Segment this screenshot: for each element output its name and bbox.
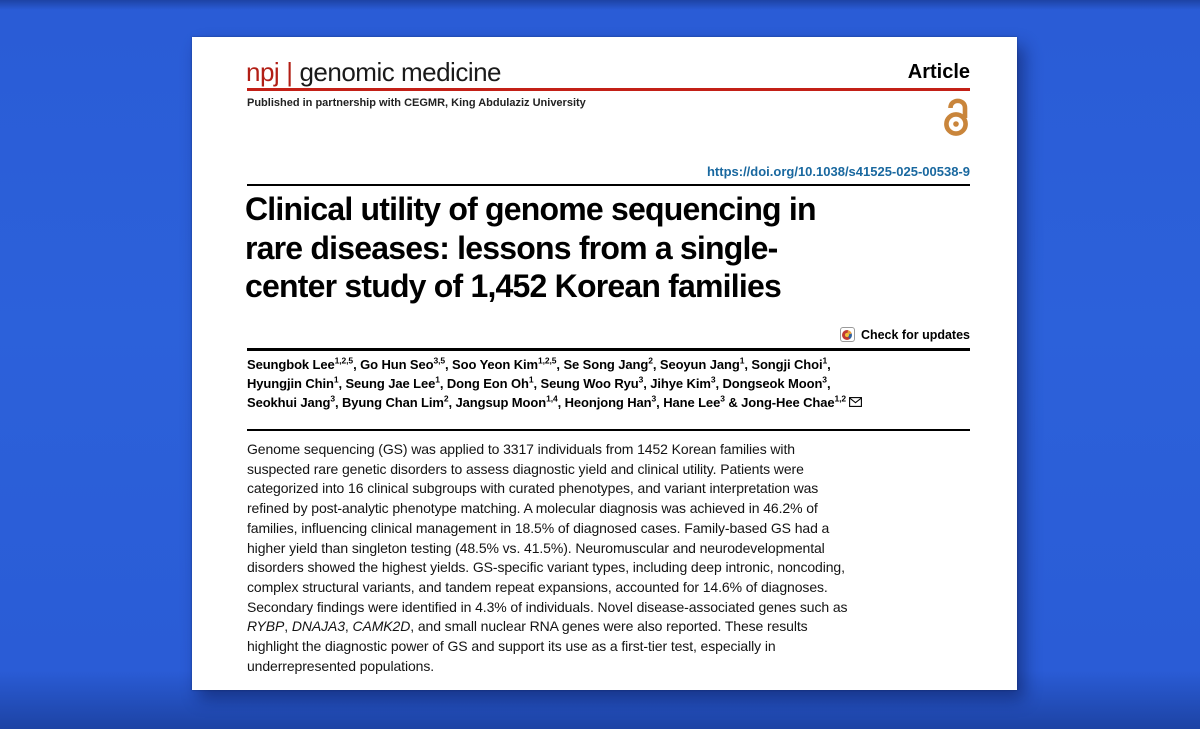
abstract-line: higher yield than singleton testing (48.… bbox=[247, 539, 825, 556]
abstract-line: underrepresented populations. bbox=[247, 657, 435, 674]
author-line: Seungbok Lee1,2,5, Go Hun Seo3,5, Soo Ye… bbox=[247, 355, 831, 372]
crossmark-icon bbox=[839, 327, 855, 342]
journal-brand: npj bbox=[246, 57, 280, 87]
partnership-note: Published in partnership with CEGMR, Kin… bbox=[247, 97, 586, 109]
authors-top-divider bbox=[247, 348, 970, 351]
abstract-line: Secondary findings were identified in 4.… bbox=[247, 598, 848, 615]
check-for-updates-label: Check for updates bbox=[860, 327, 970, 342]
article-title-line: center study of 1,452 Korean families bbox=[245, 268, 782, 305]
abstract-line: highlight the diagnostic power of GS and… bbox=[247, 638, 776, 655]
abstract-line: complex structural variants, and tandem … bbox=[247, 578, 828, 595]
abstract-line: Genome sequencing (GS) was applied to 33… bbox=[247, 441, 795, 457]
author-line: Seokhui Jang3, Byung Chan Lim2, Jangsup … bbox=[247, 393, 862, 412]
abstract-line: disorders showed the highest yields. GS-… bbox=[247, 559, 845, 576]
abstract-line: RYBP, DNAJA3, CAMK2D, and small nuclear … bbox=[247, 618, 808, 635]
email-icon[interactable] bbox=[849, 395, 862, 410]
abstract-line: suspected rare genetic disorders to asse… bbox=[247, 460, 804, 477]
journal-name: genomic medicine bbox=[299, 57, 502, 87]
article-title-line: rare diseases: lessons from a single- bbox=[245, 229, 778, 266]
journal-masthead: npj | genomic medicine bbox=[246, 57, 502, 88]
article-title-line: Clinical utility of genome sequencing in bbox=[245, 191, 817, 227]
abstract-line: families, influencing clinical managemen… bbox=[247, 519, 830, 536]
open-access-icon bbox=[937, 92, 975, 138]
article-type-label: Article bbox=[907, 61, 970, 83]
check-for-updates-button[interactable]: Check for updates bbox=[839, 327, 970, 342]
doi-link[interactable]: https://doi.org/10.1038/s41525-025-00538… bbox=[706, 164, 970, 179]
abstract-top-divider bbox=[247, 429, 970, 431]
author-list: Seungbok Lee1,2,5, Go Hun Seo3,5, Soo Ye… bbox=[247, 355, 862, 412]
masthead-rule bbox=[247, 88, 970, 91]
article-title: Clinical utility of genome sequencing in… bbox=[245, 190, 817, 306]
journal-brand-separator: | bbox=[286, 57, 293, 87]
abstract-line: categorized into 16 clinical subgroups w… bbox=[247, 480, 819, 497]
author-line: Hyungjin Chin1, Seung Jae Lee1, Dong Eon… bbox=[247, 374, 831, 391]
abstract-line: refined by post-analytic phenotype match… bbox=[247, 500, 818, 517]
header-divider bbox=[247, 184, 970, 186]
abstract-text: Genome sequencing (GS) was applied to 33… bbox=[247, 440, 848, 676]
article-page: npj | genomic medicine Article Published i… bbox=[192, 37, 1017, 690]
